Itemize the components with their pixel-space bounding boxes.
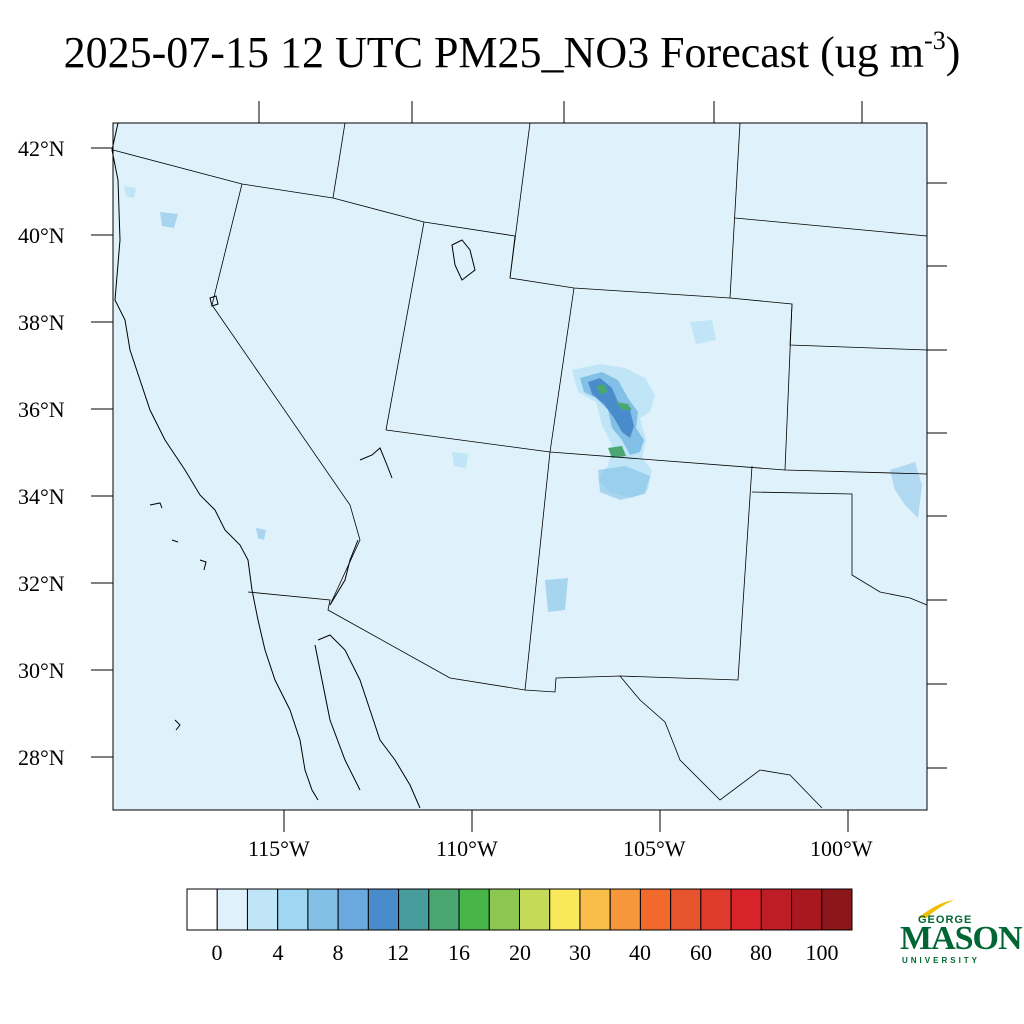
logo-text-main: MASON bbox=[900, 920, 1023, 957]
plume-peak-3 bbox=[608, 446, 626, 458]
plume-peak-2 bbox=[616, 402, 632, 410]
colorbar-swatch bbox=[549, 888, 581, 931]
colorbar-swatch bbox=[367, 888, 400, 931]
logo-text-bottom: UNIVERSITY bbox=[902, 956, 981, 965]
plume-south bbox=[598, 466, 650, 500]
colorbar-swatch bbox=[760, 888, 793, 931]
lat-label: 28°N bbox=[18, 745, 65, 770]
plume-peak-1 bbox=[596, 384, 608, 394]
colorbar-label: 100 bbox=[805, 940, 839, 965]
map-frame bbox=[112, 122, 928, 811]
lat-label: 40°N bbox=[18, 223, 65, 248]
colorbar-swatch bbox=[639, 888, 672, 931]
plume-nm bbox=[545, 578, 568, 612]
colorbar-swatch bbox=[216, 888, 248, 931]
colorbar-swatch bbox=[791, 888, 823, 931]
lat-label: 30°N bbox=[18, 658, 65, 683]
colorbar-swatch bbox=[186, 888, 218, 931]
plume-east-kansas bbox=[890, 462, 922, 518]
colorbar-swatch bbox=[337, 888, 369, 931]
colorbar-label: 20 bbox=[509, 940, 531, 965]
colorbar-swatch bbox=[488, 888, 520, 931]
colorbar-swatch bbox=[428, 888, 460, 931]
university-logo bbox=[918, 900, 954, 918]
lat-label: 36°N bbox=[18, 397, 65, 422]
colorbar-label: 4 bbox=[272, 940, 284, 965]
colorbar-swatch bbox=[246, 888, 279, 931]
plume-wyoming bbox=[690, 320, 716, 344]
plume-ca-2 bbox=[124, 186, 136, 198]
colorbar-label: 8 bbox=[332, 940, 344, 965]
plume-az bbox=[452, 452, 468, 468]
colorbar-label: 30 bbox=[569, 940, 591, 965]
colorbar-label: 40 bbox=[629, 940, 651, 965]
coastline bbox=[111, 122, 476, 809]
plume-ca-3 bbox=[256, 528, 266, 540]
colorbar-swatch bbox=[670, 888, 702, 931]
lon-label: 110°W bbox=[436, 836, 498, 861]
plume-ca-1 bbox=[160, 212, 178, 228]
concentration-plumes bbox=[124, 186, 922, 612]
lon-label: 100°W bbox=[810, 836, 873, 861]
colorbar-swatch bbox=[398, 888, 430, 931]
colorbar-swatch bbox=[277, 888, 309, 931]
map-title: 2025-07-15 12 UTC PM25_NO3 Forecast (ug … bbox=[0, 26, 1024, 78]
title-close: ) bbox=[945, 28, 961, 77]
colorbar-label: 16 bbox=[448, 940, 470, 965]
lat-label: 32°N bbox=[18, 571, 65, 596]
title-exponent: -3 bbox=[924, 26, 946, 55]
colorbar-label: 60 bbox=[690, 940, 712, 965]
colorbar-swatch bbox=[307, 888, 339, 931]
colorbar-swatch bbox=[458, 888, 490, 931]
lat-label: 38°N bbox=[18, 310, 65, 335]
colorbar-swatch bbox=[609, 888, 641, 931]
colorbar-swatch bbox=[579, 888, 611, 931]
tick-marks bbox=[91, 101, 947, 832]
colorbar-label: 0 bbox=[211, 940, 223, 965]
colorbar-swatch bbox=[730, 888, 762, 931]
plume-central bbox=[572, 364, 655, 498]
colorbar-label: 80 bbox=[750, 940, 772, 965]
logo-swoosh-icon bbox=[918, 900, 954, 918]
colorbar bbox=[186, 888, 853, 931]
title-text: 2025-07-15 12 UTC PM25_NO3 Forecast (ug … bbox=[63, 28, 925, 77]
map-background bbox=[113, 123, 927, 810]
colorbar-swatch bbox=[700, 888, 732, 931]
colorbar-swatch bbox=[519, 888, 551, 931]
lon-label: 105°W bbox=[623, 836, 686, 861]
lat-label: 42°N bbox=[18, 136, 65, 161]
logo-text-top: GEORGE bbox=[918, 914, 973, 926]
colorbar-swatch bbox=[821, 888, 853, 931]
colorbar-label: 12 bbox=[387, 940, 409, 965]
lat-label: 34°N bbox=[18, 484, 65, 509]
state-boundaries bbox=[112, 122, 928, 809]
lon-label: 115°W bbox=[248, 836, 310, 861]
